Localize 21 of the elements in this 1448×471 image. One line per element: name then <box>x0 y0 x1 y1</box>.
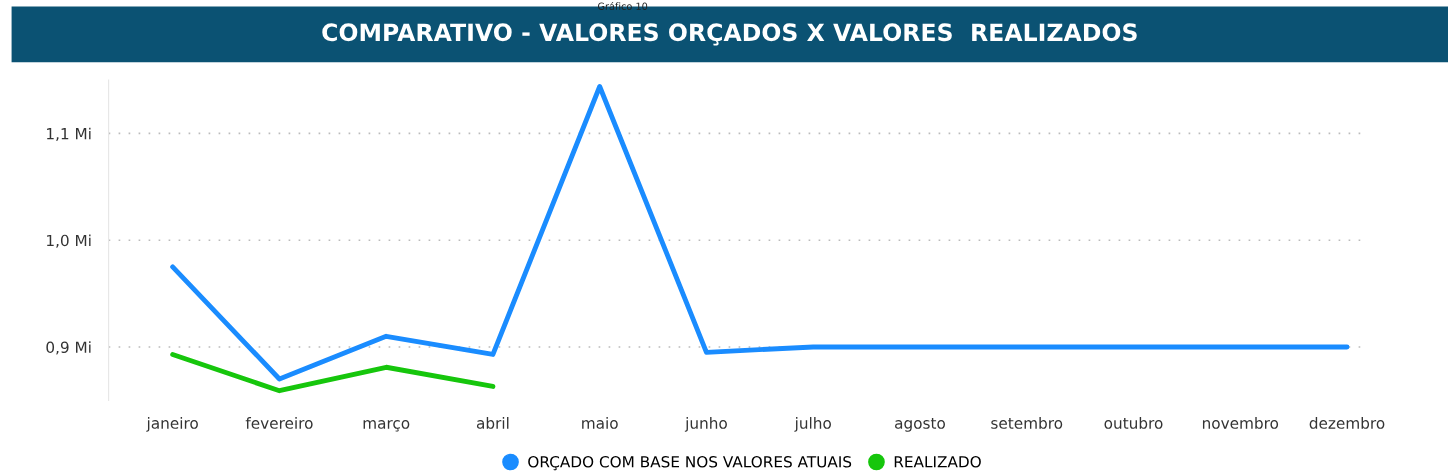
x-tick-label: maio <box>582 417 618 429</box>
line-series <box>170 84 1350 382</box>
x-tick-label: fevereiro <box>245 417 313 429</box>
x-tick-label: outubro <box>1104 417 1163 429</box>
legend-label: REALIZADO <box>894 456 981 468</box>
legend-label: ORÇADO COM BASE NOS VALORES ATUAIS <box>528 456 852 471</box>
y-tick-label: 0,9 Mi <box>46 341 91 355</box>
chart-title: COMPARATIVO - VALORES ORÇADOS X VALORES REALIZADOS <box>322 23 1137 46</box>
x-tick-label: abril <box>476 417 509 429</box>
x-tick-label: julho <box>794 417 831 432</box>
x-tick-label: setembro <box>991 417 1063 429</box>
x-tick-label: agosto <box>895 417 945 432</box>
y-tick-label: 1,0 Mi <box>47 234 91 248</box>
x-tick-label: novembro <box>1202 417 1279 429</box>
x-tick-label: março <box>363 420 410 432</box>
x-tick-label: junho <box>684 417 727 432</box>
x-tick-label: janeiro <box>146 417 198 432</box>
line-series <box>170 352 496 394</box>
text: Gráfico 10 <box>598 1 648 10</box>
y-tick-label: 1,1 Mi <box>47 127 91 142</box>
x-tick-label: dezembro <box>1309 417 1385 429</box>
